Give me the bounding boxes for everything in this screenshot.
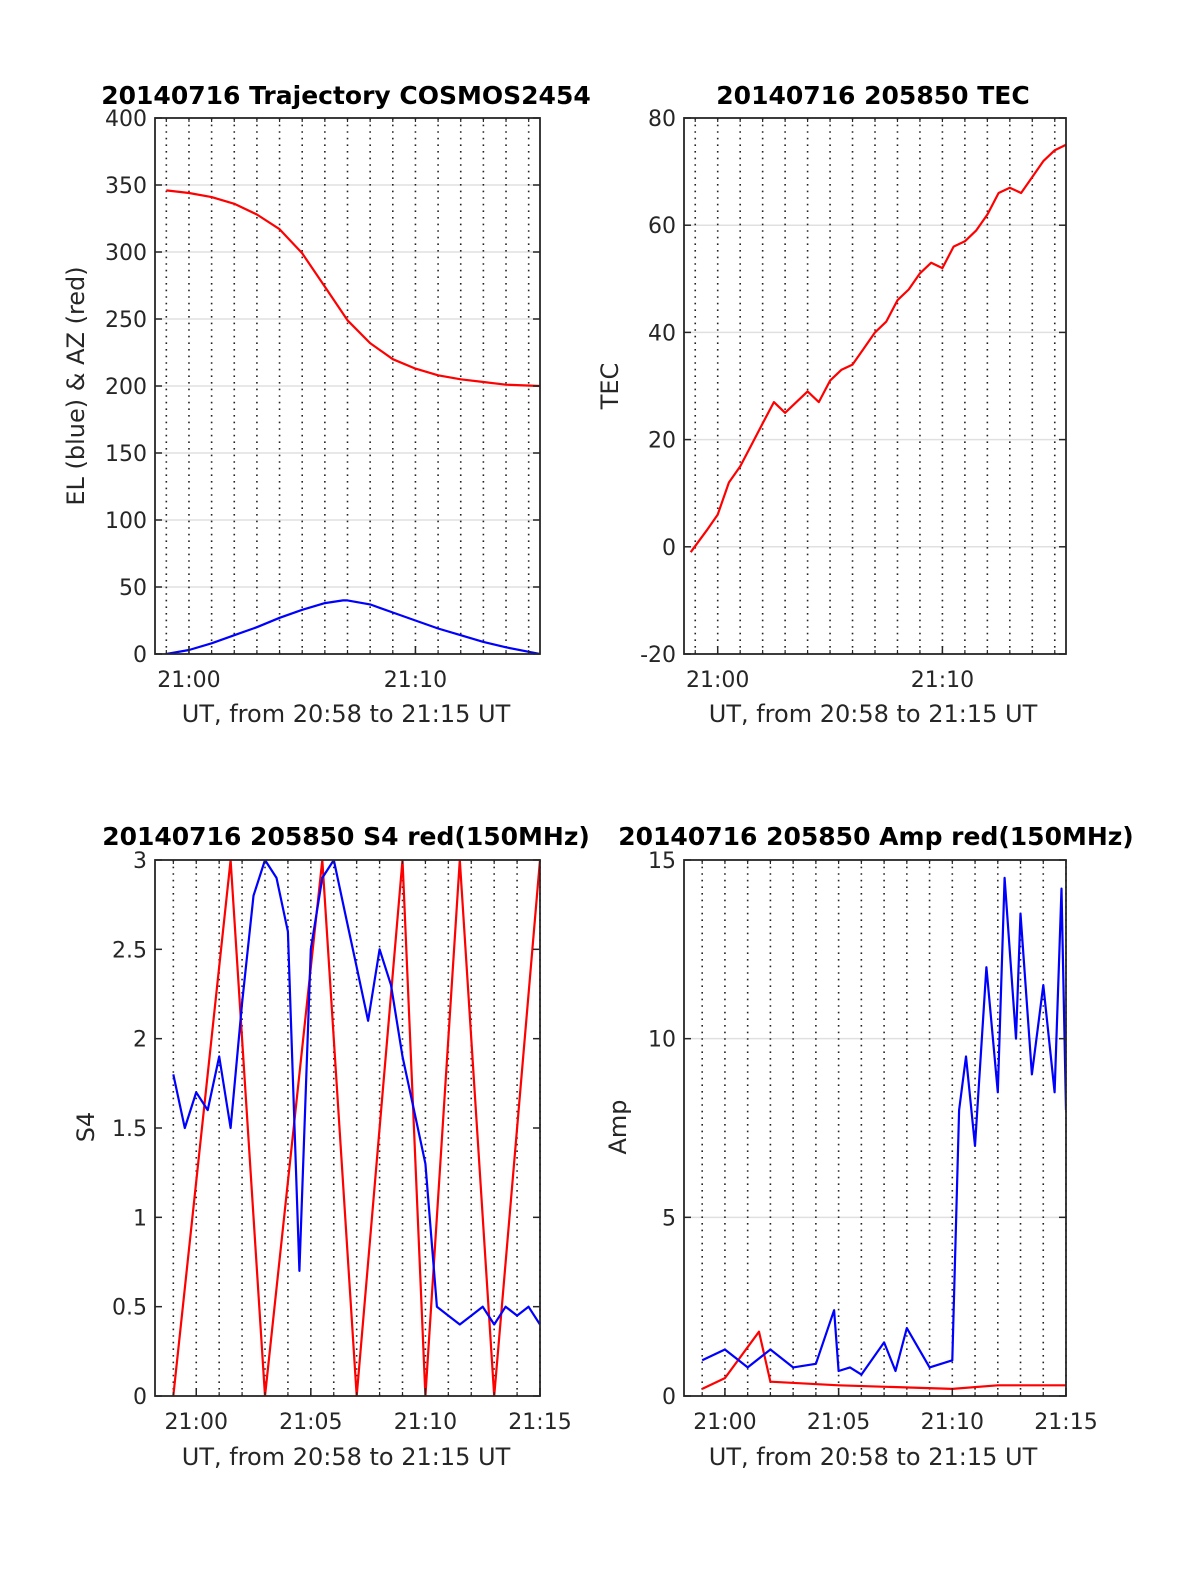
y-tick-label: 60	[648, 214, 676, 239]
series-0-line	[172, 860, 540, 1396]
y-tick-label: 2	[133, 1028, 147, 1053]
y-tick-label: 2.5	[112, 938, 147, 963]
panel-tec-ylabel: TEC	[596, 363, 624, 411]
series-1-line	[166, 599, 540, 654]
y-tick-label: 300	[105, 241, 147, 266]
x-tick-label: 21:05	[807, 1410, 870, 1435]
y-tick-label: 0	[133, 1385, 147, 1410]
y-tick-label: 350	[105, 174, 147, 199]
panel-amp-ylabel: Amp	[604, 1099, 632, 1154]
x-tick-label: 21:00	[686, 668, 749, 693]
y-tick-label: 3	[133, 849, 147, 874]
panel-s4-plot: 0 0.5 1 1.5 2 2.5 3 21:00 21:05 21:10 21:15	[112, 849, 572, 1435]
y-tick-label: 50	[119, 576, 147, 601]
y-tick-label: 0	[662, 536, 676, 561]
y-tick-label: 1	[133, 1206, 147, 1231]
y-tick-label: 200	[105, 375, 147, 400]
panel-tec-xlabel: UT, from 20:58 to 21:15 UT	[709, 700, 1038, 728]
panel-trajectory-plot: 0 50 100 150 200 250 300 350 400 21:00 21:10	[105, 107, 541, 693]
x-tick-label: 21:10	[921, 1410, 984, 1435]
panel-trajectory-xlabel: UT, from 20:58 to 21:15 UT	[182, 700, 511, 728]
x-tick-label: 21:15	[508, 1410, 571, 1435]
y-tick-label: 0	[662, 1385, 676, 1410]
panel-amp-title: 20140716 205850 Amp red(150MHz)	[618, 822, 1134, 851]
panel-tec-plot: -20 0 20 40 60 80 21:00 21:10	[640, 107, 1067, 693]
y-tick-label: 0.5	[112, 1296, 147, 1321]
y-tick-label: 80	[648, 107, 676, 132]
y-tick-label: 100	[105, 509, 147, 534]
series-0-line	[701, 1330, 1066, 1391]
x-tick-label: 21:10	[384, 668, 447, 693]
panel-s4-title: 20140716 205850 S4 red(150MHz)	[102, 822, 590, 851]
y-tick-label: 40	[648, 321, 676, 346]
x-tick-label: 21:05	[279, 1410, 342, 1435]
panel-s4-ylabel: S4	[72, 1112, 100, 1143]
panel-tec-title: 20140716 205850 TEC	[716, 81, 1029, 110]
y-tick-label: 400	[105, 107, 147, 132]
y-tick-label: -20	[640, 643, 676, 668]
axes-box	[683, 859, 1067, 1397]
x-tick-label: 21:10	[911, 668, 974, 693]
panel-amp: 20140716 205850 Amp red(150MHz) 0 5 10 15 21…	[604, 822, 1134, 1471]
panel-amp-plot: 0 5 10 15 21:00 21:05 21:10 21:15	[648, 849, 1098, 1435]
y-tick-label: 20	[648, 429, 676, 454]
series-0-line	[689, 143, 1066, 553]
x-tick-label: 21:15	[1034, 1410, 1097, 1435]
series-0-line	[166, 189, 540, 388]
y-tick-label: 5	[662, 1206, 676, 1231]
panel-trajectory: 20140716 Trajectory COSMOS2454 0 50 100 150…	[62, 81, 591, 728]
panel-tec: 20140716 205850 TEC -20 0 20 40 60 80 21:00 21:…	[596, 81, 1067, 728]
x-tick-label: 21:00	[157, 668, 220, 693]
y-tick-label: 1.5	[112, 1117, 147, 1142]
panel-s4-xlabel: UT, from 20:58 to 21:15 UT	[182, 1443, 511, 1471]
panel-trajectory-title: 20140716 Trajectory COSMOS2454	[101, 81, 591, 110]
panel-s4: 20140716 205850 S4 red(150MHz) 0 0.5 1 1.5 2…	[72, 822, 590, 1471]
y-tick-label: 150	[105, 442, 147, 467]
series-1-line	[701, 876, 1066, 1376]
panel-amp-xlabel: UT, from 20:58 to 21:15 UT	[709, 1443, 1038, 1471]
y-tick-label: 0	[133, 643, 147, 668]
series-1-line	[172, 860, 540, 1326]
x-tick-label: 21:00	[693, 1410, 756, 1435]
y-tick-label: 10	[648, 1028, 676, 1053]
x-tick-label: 21:00	[165, 1410, 228, 1435]
panel-trajectory-ylabel: EL (blue) & AZ (red)	[62, 266, 90, 505]
y-tick-label: 15	[648, 849, 676, 874]
x-tick-label: 21:10	[394, 1410, 457, 1435]
y-tick-label: 250	[105, 308, 147, 333]
